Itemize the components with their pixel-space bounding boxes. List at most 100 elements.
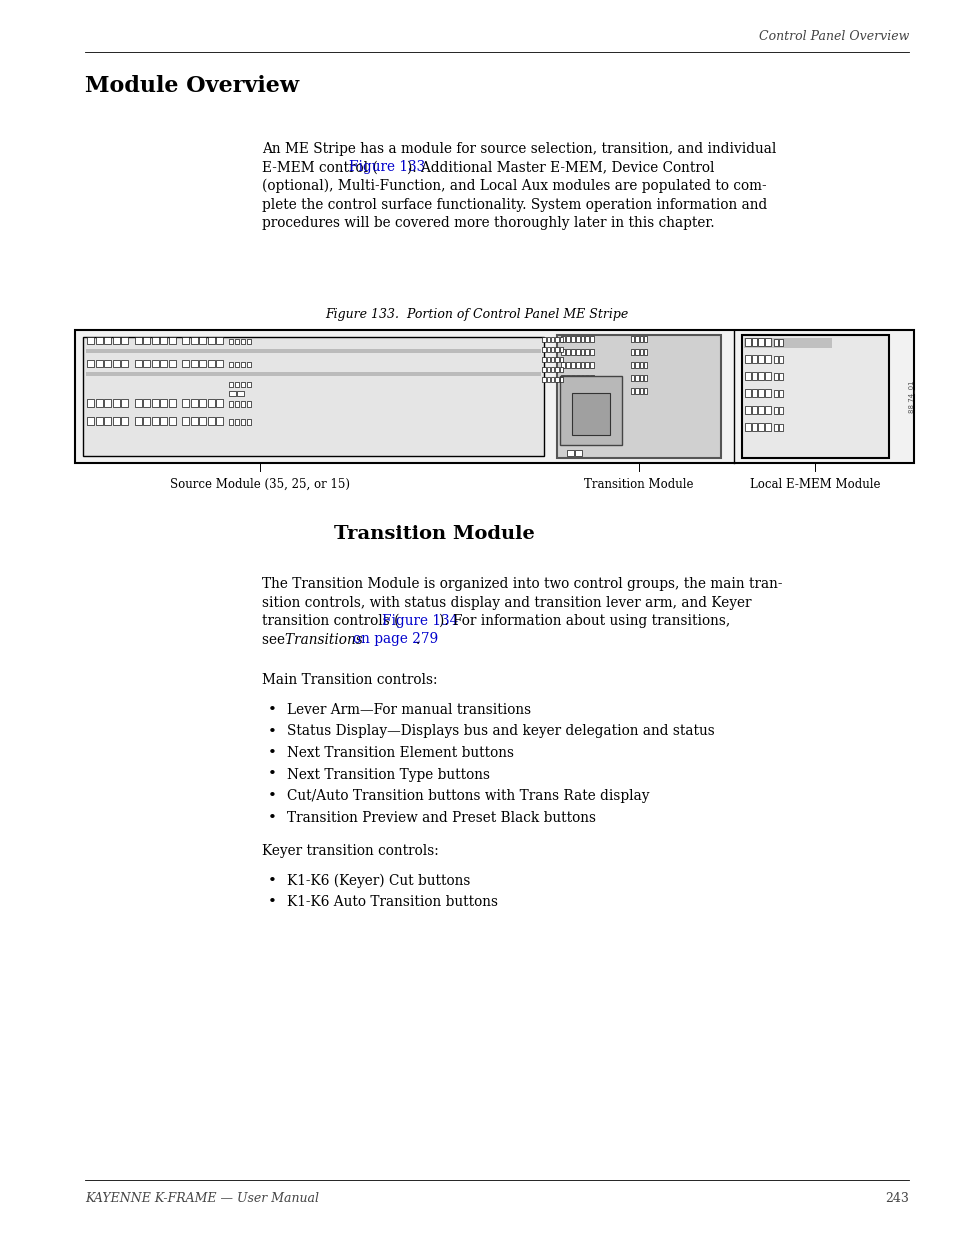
Text: Keyer transition controls:: Keyer transition controls:: [262, 844, 438, 858]
Bar: [764, 354, 770, 363]
Bar: [112, 399, 119, 408]
Text: 88 74_01: 88 74_01: [907, 380, 915, 412]
Bar: [546, 337, 550, 342]
Bar: [567, 450, 574, 456]
Bar: [542, 337, 545, 342]
Text: ). Additional Master E-MEM, Device Control: ). Additional Master E-MEM, Device Contr…: [407, 161, 714, 174]
Text: 243: 243: [884, 1192, 908, 1205]
Bar: [542, 367, 545, 372]
Bar: [758, 338, 763, 346]
Bar: [234, 338, 239, 345]
Bar: [773, 338, 777, 346]
Text: transition controls (: transition controls (: [262, 614, 399, 629]
Bar: [779, 390, 782, 396]
Text: .: .: [416, 632, 419, 646]
Bar: [236, 390, 244, 396]
Text: Main Transition controls:: Main Transition controls:: [262, 673, 437, 687]
Bar: [191, 359, 197, 367]
Bar: [566, 375, 570, 382]
Bar: [169, 417, 175, 425]
Bar: [576, 350, 579, 354]
Bar: [590, 362, 594, 368]
Bar: [240, 382, 245, 387]
Text: K1-K6 Auto Transition buttons: K1-K6 Auto Transition buttons: [287, 895, 497, 909]
Bar: [546, 357, 550, 362]
Bar: [551, 347, 554, 352]
Bar: [576, 336, 579, 342]
Bar: [199, 417, 206, 425]
Bar: [95, 417, 102, 425]
Bar: [229, 390, 235, 396]
Bar: [87, 359, 94, 367]
Bar: [639, 336, 642, 342]
Bar: [758, 424, 763, 431]
Bar: [643, 336, 646, 342]
Bar: [191, 399, 197, 408]
Bar: [215, 399, 223, 408]
Bar: [551, 357, 554, 362]
Bar: [134, 417, 141, 425]
Bar: [555, 367, 558, 372]
Bar: [104, 399, 111, 408]
Bar: [751, 389, 757, 396]
Bar: [542, 377, 545, 382]
Bar: [182, 399, 189, 408]
Bar: [234, 362, 239, 367]
Text: Figure 133.  Portion of Control Panel ME Stripe: Figure 133. Portion of Control Panel ME …: [325, 308, 628, 321]
Bar: [546, 367, 550, 372]
Text: Figure 134: Figure 134: [381, 614, 457, 629]
Bar: [571, 362, 575, 368]
Bar: [95, 336, 102, 345]
Bar: [240, 401, 245, 408]
Bar: [744, 338, 750, 346]
Bar: [229, 401, 233, 408]
Bar: [758, 406, 763, 414]
Bar: [121, 417, 128, 425]
Text: procedures will be covered more thoroughly later in this chapter.: procedures will be covered more thorough…: [262, 216, 714, 230]
Bar: [585, 350, 589, 354]
Bar: [555, 357, 558, 362]
Bar: [160, 336, 167, 345]
Bar: [630, 375, 634, 382]
Bar: [169, 359, 175, 367]
Bar: [580, 350, 584, 354]
Text: •: •: [267, 810, 276, 825]
Bar: [229, 362, 233, 367]
Bar: [208, 359, 214, 367]
Bar: [580, 362, 584, 368]
Bar: [751, 372, 757, 380]
Bar: [571, 336, 575, 342]
Bar: [121, 359, 128, 367]
Bar: [639, 350, 642, 354]
Bar: [566, 350, 570, 354]
Bar: [590, 375, 594, 382]
Bar: [643, 375, 646, 382]
Text: Transition Module: Transition Module: [584, 478, 693, 492]
Bar: [560, 350, 564, 354]
Bar: [546, 377, 550, 382]
Bar: [112, 336, 119, 345]
Bar: [95, 359, 102, 367]
Bar: [191, 336, 197, 345]
Bar: [104, 359, 111, 367]
Text: •: •: [267, 874, 276, 888]
Bar: [779, 373, 782, 380]
Bar: [779, 356, 782, 363]
Bar: [773, 356, 777, 363]
Text: Status Display—Displays bus and keyer delegation and status: Status Display—Displays bus and keyer de…: [287, 725, 714, 739]
Bar: [134, 359, 141, 367]
Bar: [560, 375, 564, 382]
Bar: [208, 336, 214, 345]
Text: The Transition Module is organized into two control groups, the main tran-: The Transition Module is organized into …: [262, 577, 781, 592]
Bar: [566, 362, 570, 368]
Text: Source Module (35, 25, or 15): Source Module (35, 25, or 15): [170, 478, 349, 492]
Bar: [743, 338, 831, 348]
Text: An ME Stripe has a module for source selection, transition, and individual: An ME Stripe has a module for source sel…: [262, 142, 776, 156]
Text: Local E-MEM Module: Local E-MEM Module: [749, 478, 880, 492]
Bar: [229, 338, 233, 345]
Bar: [112, 417, 119, 425]
Bar: [643, 350, 646, 354]
Bar: [152, 417, 158, 425]
Bar: [744, 354, 750, 363]
Bar: [559, 367, 562, 372]
